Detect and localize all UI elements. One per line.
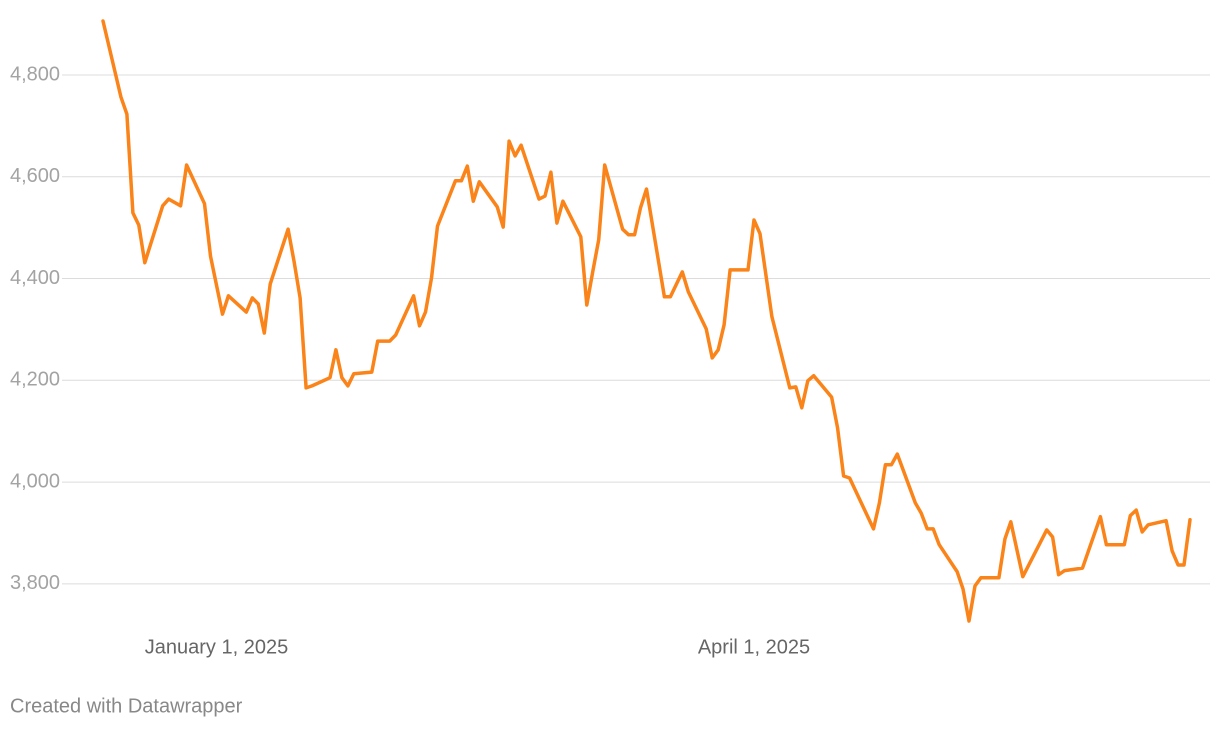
y-tick-label: 4,000: [10, 470, 60, 492]
y-tick-label: 4,800: [10, 63, 60, 85]
line: [101, 19, 1192, 623]
y-tick-label: 3,800: [10, 572, 60, 594]
y-tick-label: 4,600: [10, 165, 60, 187]
x-tick-label: January 1, 2025: [145, 636, 288, 658]
footer: Created with Datawrapper: [10, 695, 243, 717]
y-tick-label: 4,400: [10, 267, 60, 289]
y-tick-label: 4,200: [10, 369, 60, 391]
x-tick-label: April 1, 2025: [698, 636, 810, 658]
